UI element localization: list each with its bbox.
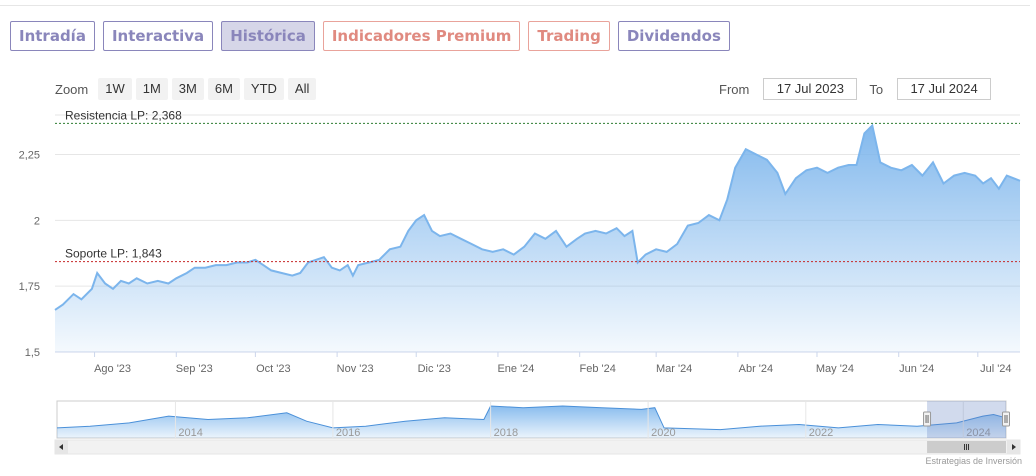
zoom-button-6m[interactable]: 6M bbox=[207, 78, 240, 100]
tab-1[interactable]: Interactiva bbox=[102, 21, 214, 51]
series-fill bbox=[55, 125, 1020, 352]
plot-lines: Resistencia LP: 2,368 Soporte LP: 1,843 bbox=[55, 108, 1020, 263]
navigator-handle-left[interactable] bbox=[923, 411, 932, 427]
x-tick-label-2: Oct '23 bbox=[256, 363, 291, 375]
y-tick-label-2: 2 bbox=[34, 215, 40, 227]
x-tick-label-4: Dic '23 bbox=[418, 363, 451, 375]
x-tick-label-7: Mar '24 bbox=[656, 363, 692, 375]
tab-0[interactable]: Intradía bbox=[10, 21, 95, 51]
x-tick-label-5: Ene '24 bbox=[497, 363, 534, 375]
date-range: From 17 Jul 2023 To 17 Jul 2024 bbox=[719, 78, 992, 100]
x-tick-label-10: Jun '24 bbox=[899, 363, 934, 375]
series-line bbox=[54, 123, 1021, 311]
x-tick-label-8: Abr '24 bbox=[739, 363, 774, 375]
zoom-label: Zoom bbox=[55, 81, 89, 97]
to-label: To bbox=[869, 81, 884, 97]
x-tick-label-3: Nov '23 bbox=[337, 363, 374, 375]
navigator-label-4: 2022 bbox=[809, 427, 833, 439]
navigator[interactable]: 2014 2016 2018 2020 2022 2024 bbox=[54, 400, 1021, 455]
x-tick-label-0: Ago '23 bbox=[94, 363, 131, 375]
zoom-button-ytd[interactable]: YTD bbox=[243, 78, 284, 100]
x-tick-label-11: Jul '24 bbox=[980, 363, 1011, 375]
navigator-label-3: 2020 bbox=[651, 427, 675, 439]
x-axis: Ago '23 Sep '23 Oct '23 Nov '23 Dic '23 Ene '… bbox=[94, 352, 1012, 375]
y-tick-label-3: 2,25 bbox=[19, 150, 40, 162]
top-divider bbox=[0, 5, 1030, 6]
to-date-input[interactable]: 17 Jul 2024 bbox=[897, 78, 992, 100]
y-axis: 1,5 1,75 2 2,25 bbox=[19, 150, 40, 360]
navigator-handle-right[interactable] bbox=[1002, 411, 1010, 427]
x-tick-label-9: May '24 bbox=[816, 363, 854, 375]
zoom-button-1w[interactable]: 1W bbox=[98, 78, 132, 100]
plot-line-label-support: Soporte LP: 1,843 bbox=[65, 247, 162, 261]
tab-4[interactable]: Trading bbox=[528, 21, 610, 51]
navigator-label-5: 2024 bbox=[966, 427, 990, 439]
scroll-left-arrow-icon bbox=[59, 444, 63, 450]
navigator-label-0: 2014 bbox=[178, 427, 202, 439]
y-tick-label-0: 1,5 bbox=[25, 347, 40, 359]
plot-line-label-resistance: Resistencia LP: 2,368 bbox=[65, 108, 182, 122]
navigator-fill bbox=[57, 406, 1006, 438]
x-tick-label-6: Feb '24 bbox=[580, 363, 616, 375]
tab-2[interactable]: Histórica bbox=[221, 21, 315, 51]
zoom-selector: Zoom 1W 1M 3M 6M YTD All bbox=[55, 78, 317, 100]
navigator-label-2: 2018 bbox=[494, 427, 518, 439]
zoom-button-1m[interactable]: 1M bbox=[135, 78, 168, 100]
series-area bbox=[54, 123, 1021, 352]
tab-3[interactable]: Indicadores Premium bbox=[322, 21, 521, 51]
from-date-input[interactable]: 17 Jul 2023 bbox=[763, 78, 858, 100]
chart-credit: Estrategias de Inversión bbox=[925, 456, 1022, 466]
zoom-button-all[interactable]: All bbox=[287, 78, 317, 100]
navigator-line bbox=[56, 405, 1007, 431]
x-tick-label-1: Sep '23 bbox=[176, 363, 213, 375]
zoom-button-3m[interactable]: 3M bbox=[171, 78, 204, 100]
navigator-selection bbox=[927, 401, 1006, 438]
scroll-right-arrow-icon bbox=[1012, 444, 1016, 450]
from-label: From bbox=[719, 81, 750, 97]
scrollbar-track bbox=[54, 439, 1021, 455]
tab-5[interactable]: Dividendos bbox=[617, 21, 730, 51]
y-tick-label-1: 1,75 bbox=[19, 281, 40, 293]
navigator-label-1: 2016 bbox=[336, 427, 360, 439]
tab-bar: Intradía Interactiva Histórica Indicadores … bbox=[10, 21, 730, 51]
